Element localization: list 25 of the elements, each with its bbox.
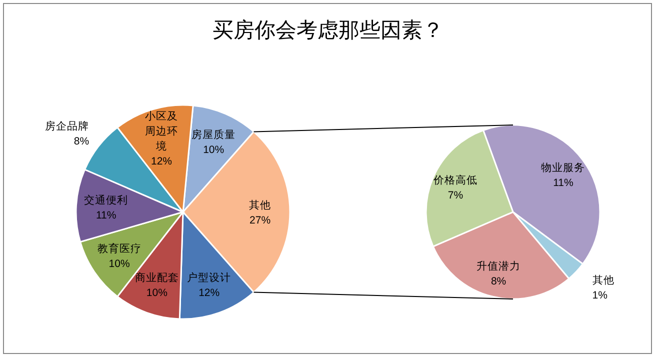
data-label: 27% [250, 214, 271, 226]
data-label: 8% [74, 135, 90, 148]
slice-label: 小区及周边环境 [145, 110, 178, 153]
data-label: 12% [198, 286, 220, 299]
data-label: 11% [553, 177, 574, 190]
slice-label: 商业配套 [134, 270, 179, 284]
slice-label: 房屋质量 [192, 128, 236, 141]
data-label: 10% [203, 144, 224, 156]
slice-label: 房企品牌 [45, 119, 90, 132]
slice-label: 交通便利 [84, 194, 128, 207]
chart-title: 买房你会考虑那些因素？ [212, 18, 444, 42]
slice-label: 其他 [592, 273, 614, 286]
slice-label: 其他 [249, 198, 272, 212]
data-label: 10% [108, 258, 130, 270]
data-label: 7% [448, 190, 464, 202]
slice-label: 教育医疗 [97, 242, 142, 255]
slice-label: 升值潜力 [476, 259, 521, 272]
data-label: 8% [490, 275, 506, 288]
data-label: 10% [146, 286, 168, 299]
data-label: 1% [592, 289, 608, 302]
slice-label: 物业服务 [541, 161, 586, 174]
data-label: 12% [151, 156, 172, 168]
slice-label: 户型设计 [187, 270, 232, 284]
data-label: 11% [96, 210, 116, 222]
slice-label: 价格高低 [432, 174, 478, 187]
